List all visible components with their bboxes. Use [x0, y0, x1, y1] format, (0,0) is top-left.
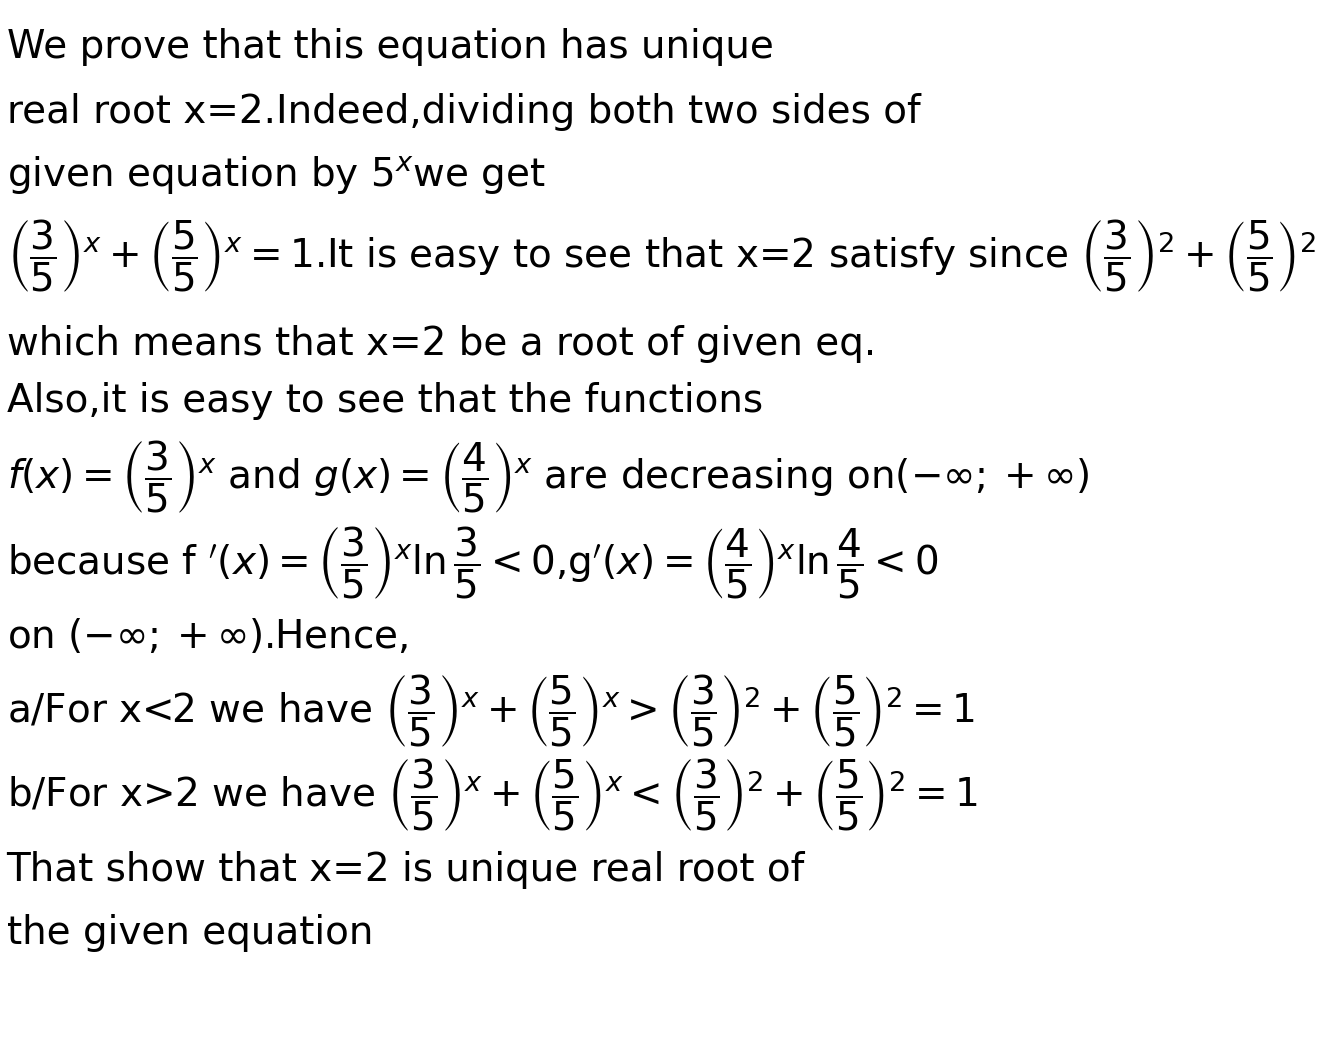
Text: We prove that this equation has unique: We prove that this equation has unique: [7, 28, 774, 66]
Text: the given equation: the given equation: [7, 914, 374, 952]
Text: a/For x<2 we have $\left(\dfrac{3}{5}\right)^x+\left(\dfrac{5}{5}\right)^x>\left: a/For x<2 we have $\left(\dfrac{3}{5}\ri…: [7, 672, 974, 749]
Text: That show that x=2 is unique real root of: That show that x=2 is unique real root o…: [7, 851, 805, 889]
Text: given equation by $5^x$we get: given equation by $5^x$we get: [7, 154, 545, 196]
Text: Also,it is easy to see that the functions: Also,it is easy to see that the function…: [7, 383, 763, 420]
Text: $\left(\dfrac{3}{5}\right)^x+\left(\dfrac{5}{5}\right)^x=1$.It is easy to see th: $\left(\dfrac{3}{5}\right)^x+\left(\dfra…: [7, 218, 1320, 296]
Text: real root x=2.Indeed,dividing both two sides of: real root x=2.Indeed,dividing both two s…: [7, 93, 920, 131]
Text: because f $'(x)=\left(\dfrac{3}{5}\right)^x\ln\dfrac{3}{5}<0$,g$'(x)=\left(\dfra: because f $'(x)=\left(\dfrac{3}{5}\right…: [7, 524, 937, 602]
Text: b/For x>2 we have $\left(\dfrac{3}{5}\right)^x+\left(\dfrac{5}{5}\right)^x<\left: b/For x>2 we have $\left(\dfrac{3}{5}\ri…: [7, 756, 978, 833]
Text: which means that x=2 be a root of given eq.: which means that x=2 be a root of given …: [7, 325, 876, 363]
Text: on $(-\infty;+\infty)$.Hence,: on $(-\infty;+\infty)$.Hence,: [7, 616, 408, 656]
Text: $f(x)=\left(\dfrac{3}{5}\right)^x$ and $g(x)=\left(\dfrac{4}{5}\right)^x$ are de: $f(x)=\left(\dfrac{3}{5}\right)^x$ and $…: [7, 438, 1089, 516]
